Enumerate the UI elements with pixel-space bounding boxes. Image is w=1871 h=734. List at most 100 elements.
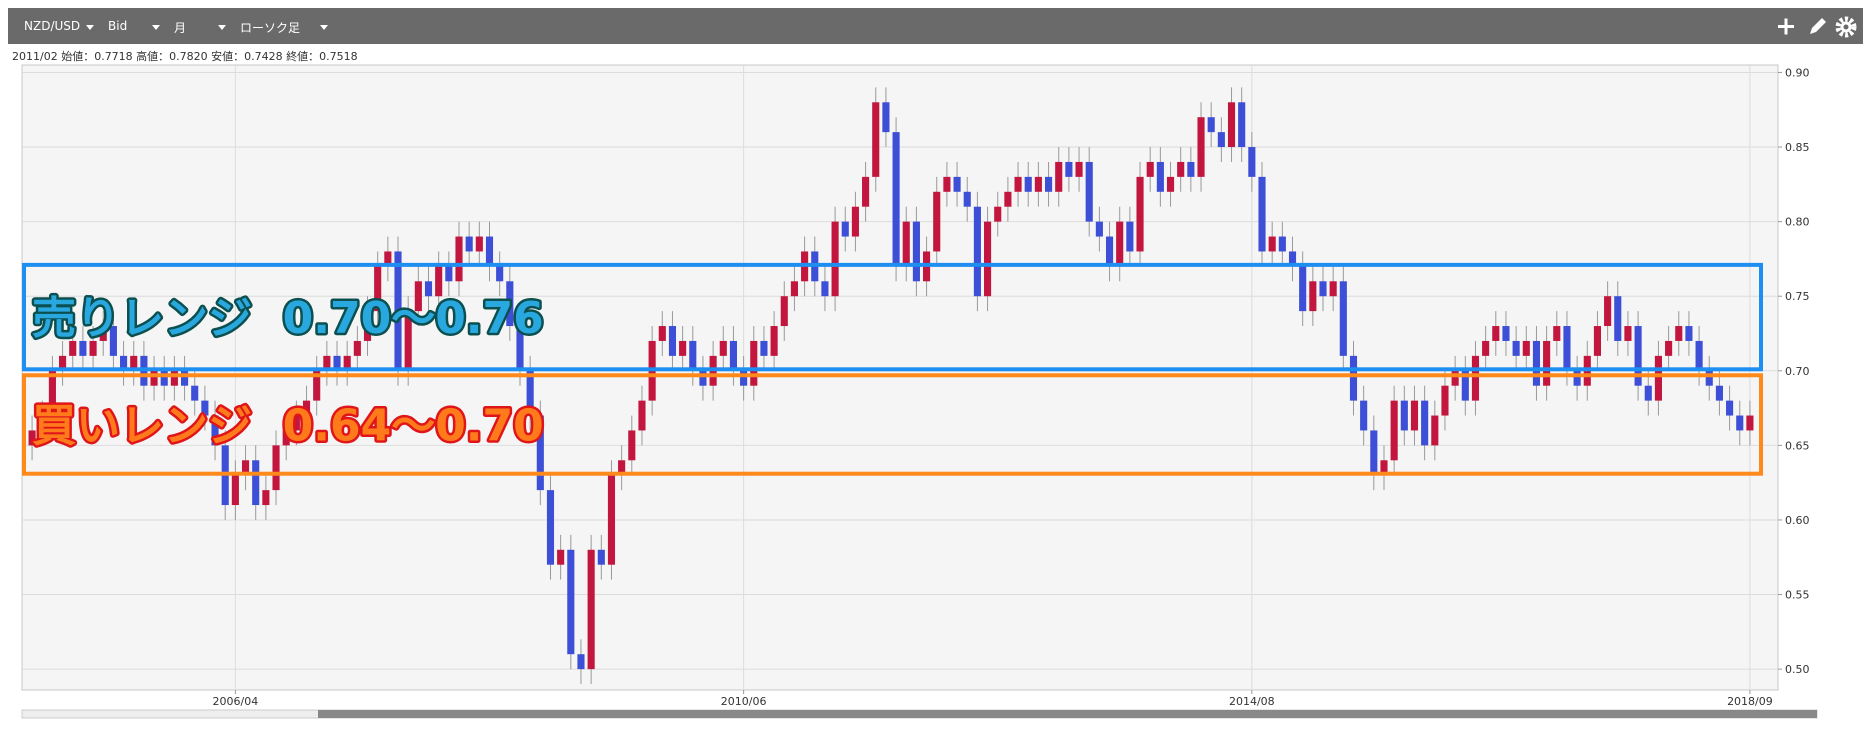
candle-body [414,281,422,312]
settings-icon[interactable] [1835,16,1857,38]
x-tick-label: 2006/04 [213,695,259,708]
candle-body [516,326,524,371]
candle-body [343,355,351,371]
candle-body [658,326,666,341]
candle-body [750,340,758,386]
y-tick-label: 0.85 [1785,141,1810,154]
candle-body [1248,147,1256,177]
candle-body [780,296,788,327]
candle-body [668,326,677,356]
candle-body [1380,460,1388,476]
candle-body [1299,266,1307,312]
candle-body [435,266,443,297]
candle-body [191,385,199,401]
toolbar-icons [1778,16,1857,38]
candle-body [99,326,107,341]
candle-body [1329,281,1337,297]
x-tick-label: 2018/09 [1727,695,1773,708]
candle-body [1075,161,1083,177]
candle-body [1512,340,1520,356]
candle-body [607,475,616,565]
style-select[interactable]: ローソク足 [240,21,301,35]
candle-body [1349,355,1358,401]
candle-body [48,370,56,416]
y-tick-label: 0.80 [1785,216,1810,229]
candle-body [1004,191,1012,207]
candle-body [984,221,992,297]
candle-body [1400,400,1408,431]
candle-body [1095,221,1103,237]
y-tick-label: 0.55 [1785,589,1810,602]
candle-body [1736,415,1744,431]
candle-body [506,281,514,327]
price-select[interactable]: Bid [108,19,128,33]
candle-body [1390,400,1398,461]
candle-body [313,370,321,401]
candle-body [882,102,890,133]
candle-body [59,355,67,371]
candle-body [790,281,798,297]
candle-body [1288,251,1297,267]
y-tick-label: 0.75 [1785,290,1810,303]
candle-body [231,475,239,506]
candle-body [384,251,392,267]
candle-body [120,355,128,371]
candle-body [1065,161,1073,177]
candle-body [1471,355,1480,401]
candle-body [628,430,636,461]
x-tick-label: 2014/08 [1229,695,1275,708]
candle-body [262,490,270,506]
candle-body [760,340,768,356]
candle-body [1543,340,1551,386]
candle-body [597,549,605,565]
candle-body [1024,176,1032,192]
add-icon[interactable] [1778,18,1794,35]
candle-body [455,236,463,282]
y-tick-label: 0.70 [1785,365,1810,378]
period-select[interactable]: 月 [174,21,187,35]
ohlc-info: 2011/02 始値：0.7718 高値：0.7820 安値：0.7428 終値… [12,50,358,63]
y-tick-label: 0.50 [1785,663,1810,676]
draw-icon[interactable] [1810,18,1826,34]
range-label: 買いレンジ 0.64～0.70 [32,400,544,451]
candle-body [770,326,778,356]
x-tick-label: 2010/06 [721,695,767,708]
candle-body [1532,340,1541,386]
candle-body [1522,340,1530,356]
scrollbar-thumb[interactable] [318,710,1817,718]
range-label: 売りレンジ 0.70～0.76 [32,293,544,344]
candle-body [1644,385,1652,401]
candle-body [862,176,870,207]
candle-body [201,400,209,416]
candle-body [404,311,412,371]
candle-body [1441,385,1449,416]
candle-body [1431,415,1439,446]
candle-body [1593,326,1602,356]
candle-body [1654,355,1662,401]
candle-body [953,176,961,192]
candle-body [394,251,402,371]
candle-body [902,221,910,267]
pair-select[interactable]: NZD/USD [24,19,81,33]
range-box [22,373,1763,476]
candle-body [1665,340,1673,356]
candle-body [1268,236,1276,252]
candle-body [1461,370,1469,401]
candle-body [1085,161,1093,222]
candle-body [38,415,46,431]
candle-body [1227,102,1236,148]
candle-body [130,355,138,371]
candle-body [699,370,707,386]
candle-body [872,102,880,177]
candle-body [821,281,829,297]
candle-body [536,415,544,491]
candle-body [1136,176,1144,252]
candle-body [485,236,494,267]
candle-body [1278,236,1286,252]
candle-body [638,400,646,431]
candle-body [1238,102,1246,148]
candle-body [170,370,178,386]
candle-body [1624,326,1632,341]
candle-body [1421,400,1429,446]
